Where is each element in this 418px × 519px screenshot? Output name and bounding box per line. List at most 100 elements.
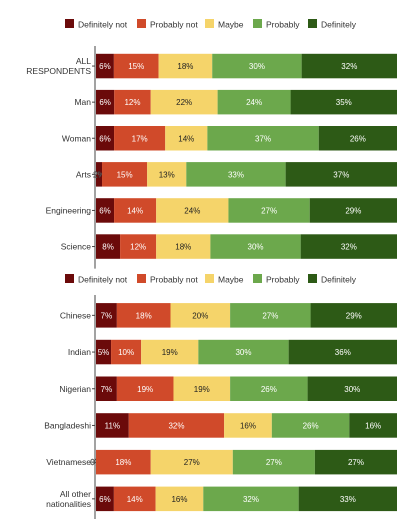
bar-man-probably-not [114,89,151,115]
bar-engineering-definitely-not [96,198,115,223]
data-label-all-other-nationalities-definitely-not: 6% [99,495,111,504]
legend-label-probably: Probably [266,20,300,30]
legend-label-probably-not: Probably not [150,20,198,30]
bar-all-other-nationalities-definitely-not [96,486,114,512]
bar-all-respondents-definitely [301,53,397,79]
bar-chinese-definitely-not [96,303,117,328]
legend-swatch-definitely-not [65,19,74,28]
data-label-nigerian-probably-not: 19% [137,385,153,394]
data-label-all-respondents-definitely: 32% [341,62,357,71]
bar-all-other-nationalities-definitely [298,486,397,512]
legend-label-probably-not: Probably not [150,275,198,285]
bar-all-respondents-maybe [158,53,213,79]
bar-vietnamese-maybe [150,449,233,475]
legend-label-definitely: Definitely [321,275,357,285]
category-label-chinese: Chinese [60,310,91,320]
category-label-science: Science [61,242,92,252]
bar-chinese-probably-not [116,303,171,328]
bar-all-respondents-definitely-not [96,53,114,79]
bar-woman-definitely-not [96,126,115,151]
data-label-science-maybe: 18% [175,243,191,252]
legend-label-definitely-not: Definitely not [78,20,128,30]
data-label-arts-definitely: 37% [333,170,349,179]
bar-arts-probably [186,162,286,187]
legend-swatch-probably-not [137,274,146,283]
data-label-bangladeshi-probably: 26% [303,421,319,430]
data-label-woman-definitely-not: 6% [99,134,111,143]
category-label-indian: Indian [68,347,91,357]
data-label-engineering-maybe: 24% [184,206,200,215]
bar-nigerian-maybe [173,376,231,401]
legend-label-definitely: Definitely [321,20,357,30]
category-label-arts: Arts [76,169,91,179]
data-label-vietnamese-maybe: 27% [184,458,200,467]
bar-arts-definitely-not [96,162,103,187]
legend-label-probably: Probably [266,275,300,285]
data-label-all-other-nationalities-probably: 32% [243,495,259,504]
data-label-bangladeshi-probably-not: 32% [168,421,184,430]
data-label-all-respondents-definitely-not: 6% [99,62,111,71]
data-label-all-other-nationalities-probably-not: 14% [127,495,143,504]
legend-swatch-probably [253,274,262,283]
data-label-man-definitely: 35% [336,98,352,107]
bar-all-respondents-probably [212,53,302,79]
data-label-science-definitely-not: 8% [102,243,114,252]
bar-indian-maybe [141,339,199,365]
category-label-man: Man [74,97,91,107]
data-label-bangladeshi-definitely-not: 11% [105,421,120,430]
bar-man-definitely-not [96,89,115,115]
data-label-vietnamese-probably: 27% [266,458,282,467]
bar-vietnamese-probably-not [96,449,151,475]
bar-science-maybe [156,234,211,259]
legend-swatch-maybe [205,19,214,28]
data-label-science-probably: 30% [248,243,264,252]
category-label-woman: Woman [62,133,91,143]
bar-engineering-probably [228,198,310,223]
legend-swatch-maybe [205,274,214,283]
bar-science-definitely-not [96,234,121,259]
bar-bangladeshi-maybe [224,413,272,438]
data-label-man-maybe: 22% [176,98,192,107]
data-label-indian-definitely: 36% [335,348,351,357]
data-label-nigerian-definitely-not: 7% [101,385,113,394]
bar-all-respondents-probably-not [113,53,159,79]
legend-swatch-probably-not [137,19,146,28]
data-label-indian-probably: 30% [235,348,251,357]
bar-vietnamese-definitely [314,449,397,475]
bar-nigerian-probably [230,376,308,401]
data-label-engineering-probably: 27% [261,206,277,215]
data-label-science-definitely: 32% [341,243,357,252]
data-label-bangladeshi-maybe: 16% [240,421,256,430]
data-label-arts-probably-not: 15% [117,170,133,179]
bar-bangladeshi-definitely-not [96,413,129,438]
data-label-man-probably: 24% [246,98,262,107]
category-label-nigerian: Nigerian [59,384,91,394]
data-label-vietnamese-probably-not: 18% [115,458,131,467]
data-label-arts-probably: 33% [228,170,244,179]
bar-all-other-nationalities-maybe [155,486,204,512]
bar-nigerian-definitely-not [96,376,117,401]
bar-man-probably [217,89,291,115]
data-label-engineering-definitely: 29% [345,206,361,215]
data-label-man-definitely-not: 6% [99,98,111,107]
data-label-woman-probably: 37% [255,134,271,143]
bar-engineering-maybe [156,198,229,223]
bar-woman-probably [207,126,319,151]
data-label-nigerian-maybe: 19% [194,385,210,394]
bar-bangladeshi-probably-not [128,413,225,438]
legend-swatch-definitely [308,19,317,28]
legend-swatch-probably [253,19,262,28]
bar-man-definitely [290,89,397,115]
data-label-science-probably-not: 12% [130,243,146,252]
data-label-indian-definitely-not: 5% [98,348,110,357]
bar-engineering-probably-not [114,198,157,223]
data-label-man-probably-not: 12% [124,98,140,107]
data-label-chinese-probably: 27% [262,311,278,320]
data-label-all-respondents-probably-not: 15% [128,62,144,71]
data-label-engineering-definitely-not: 6% [99,206,111,215]
bar-science-probably [210,234,301,259]
legend-label-maybe: Maybe [218,20,244,30]
bar-arts-maybe [147,162,187,187]
bar-all-other-nationalities-probably-not [113,486,156,512]
